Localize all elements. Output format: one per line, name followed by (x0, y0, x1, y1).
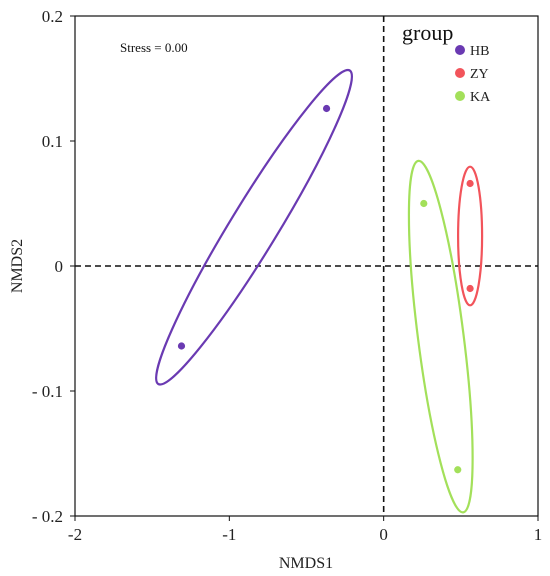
legend-marker-hb (455, 45, 465, 55)
x-tick-label: -1 (222, 525, 236, 544)
legend-label-ka: KA (470, 90, 491, 105)
x-tick-label: -2 (68, 525, 82, 544)
point-hb-2 (177, 342, 186, 350)
y-axis-title: NMDS2 (9, 239, 26, 293)
x-axis-title: NMDS1 (279, 555, 333, 572)
legend: group HB ZY KA (402, 20, 491, 105)
x-tick-label: 0 (379, 525, 388, 544)
y-tick-label: 0.1 (42, 132, 63, 151)
legend-title: group (402, 20, 453, 45)
point-zy-2 (466, 284, 474, 293)
ellipse-zy (456, 165, 484, 307)
x-tick-label: 1 (534, 525, 543, 544)
point-hb-1 (322, 104, 331, 113)
legend-label-zy: ZY (470, 67, 489, 82)
legend-label-hb: HB (470, 44, 489, 59)
point-ka-1 (420, 199, 428, 208)
y-tick-label: 0.2 (42, 7, 63, 26)
legend-marker-zy (455, 68, 465, 78)
point-zy-1 (466, 179, 474, 188)
point-ka-2 (454, 466, 462, 474)
legend-marker-ka (455, 91, 465, 101)
ellipse-ka (407, 159, 474, 514)
y-tick-label: - 0.1 (32, 382, 63, 401)
ellipse-hb (155, 68, 353, 386)
stress-annotation: Stress = 0.00 (120, 40, 188, 55)
y-tick-label: - 0.2 (32, 507, 63, 526)
y-tick-label: 0 (55, 257, 64, 276)
